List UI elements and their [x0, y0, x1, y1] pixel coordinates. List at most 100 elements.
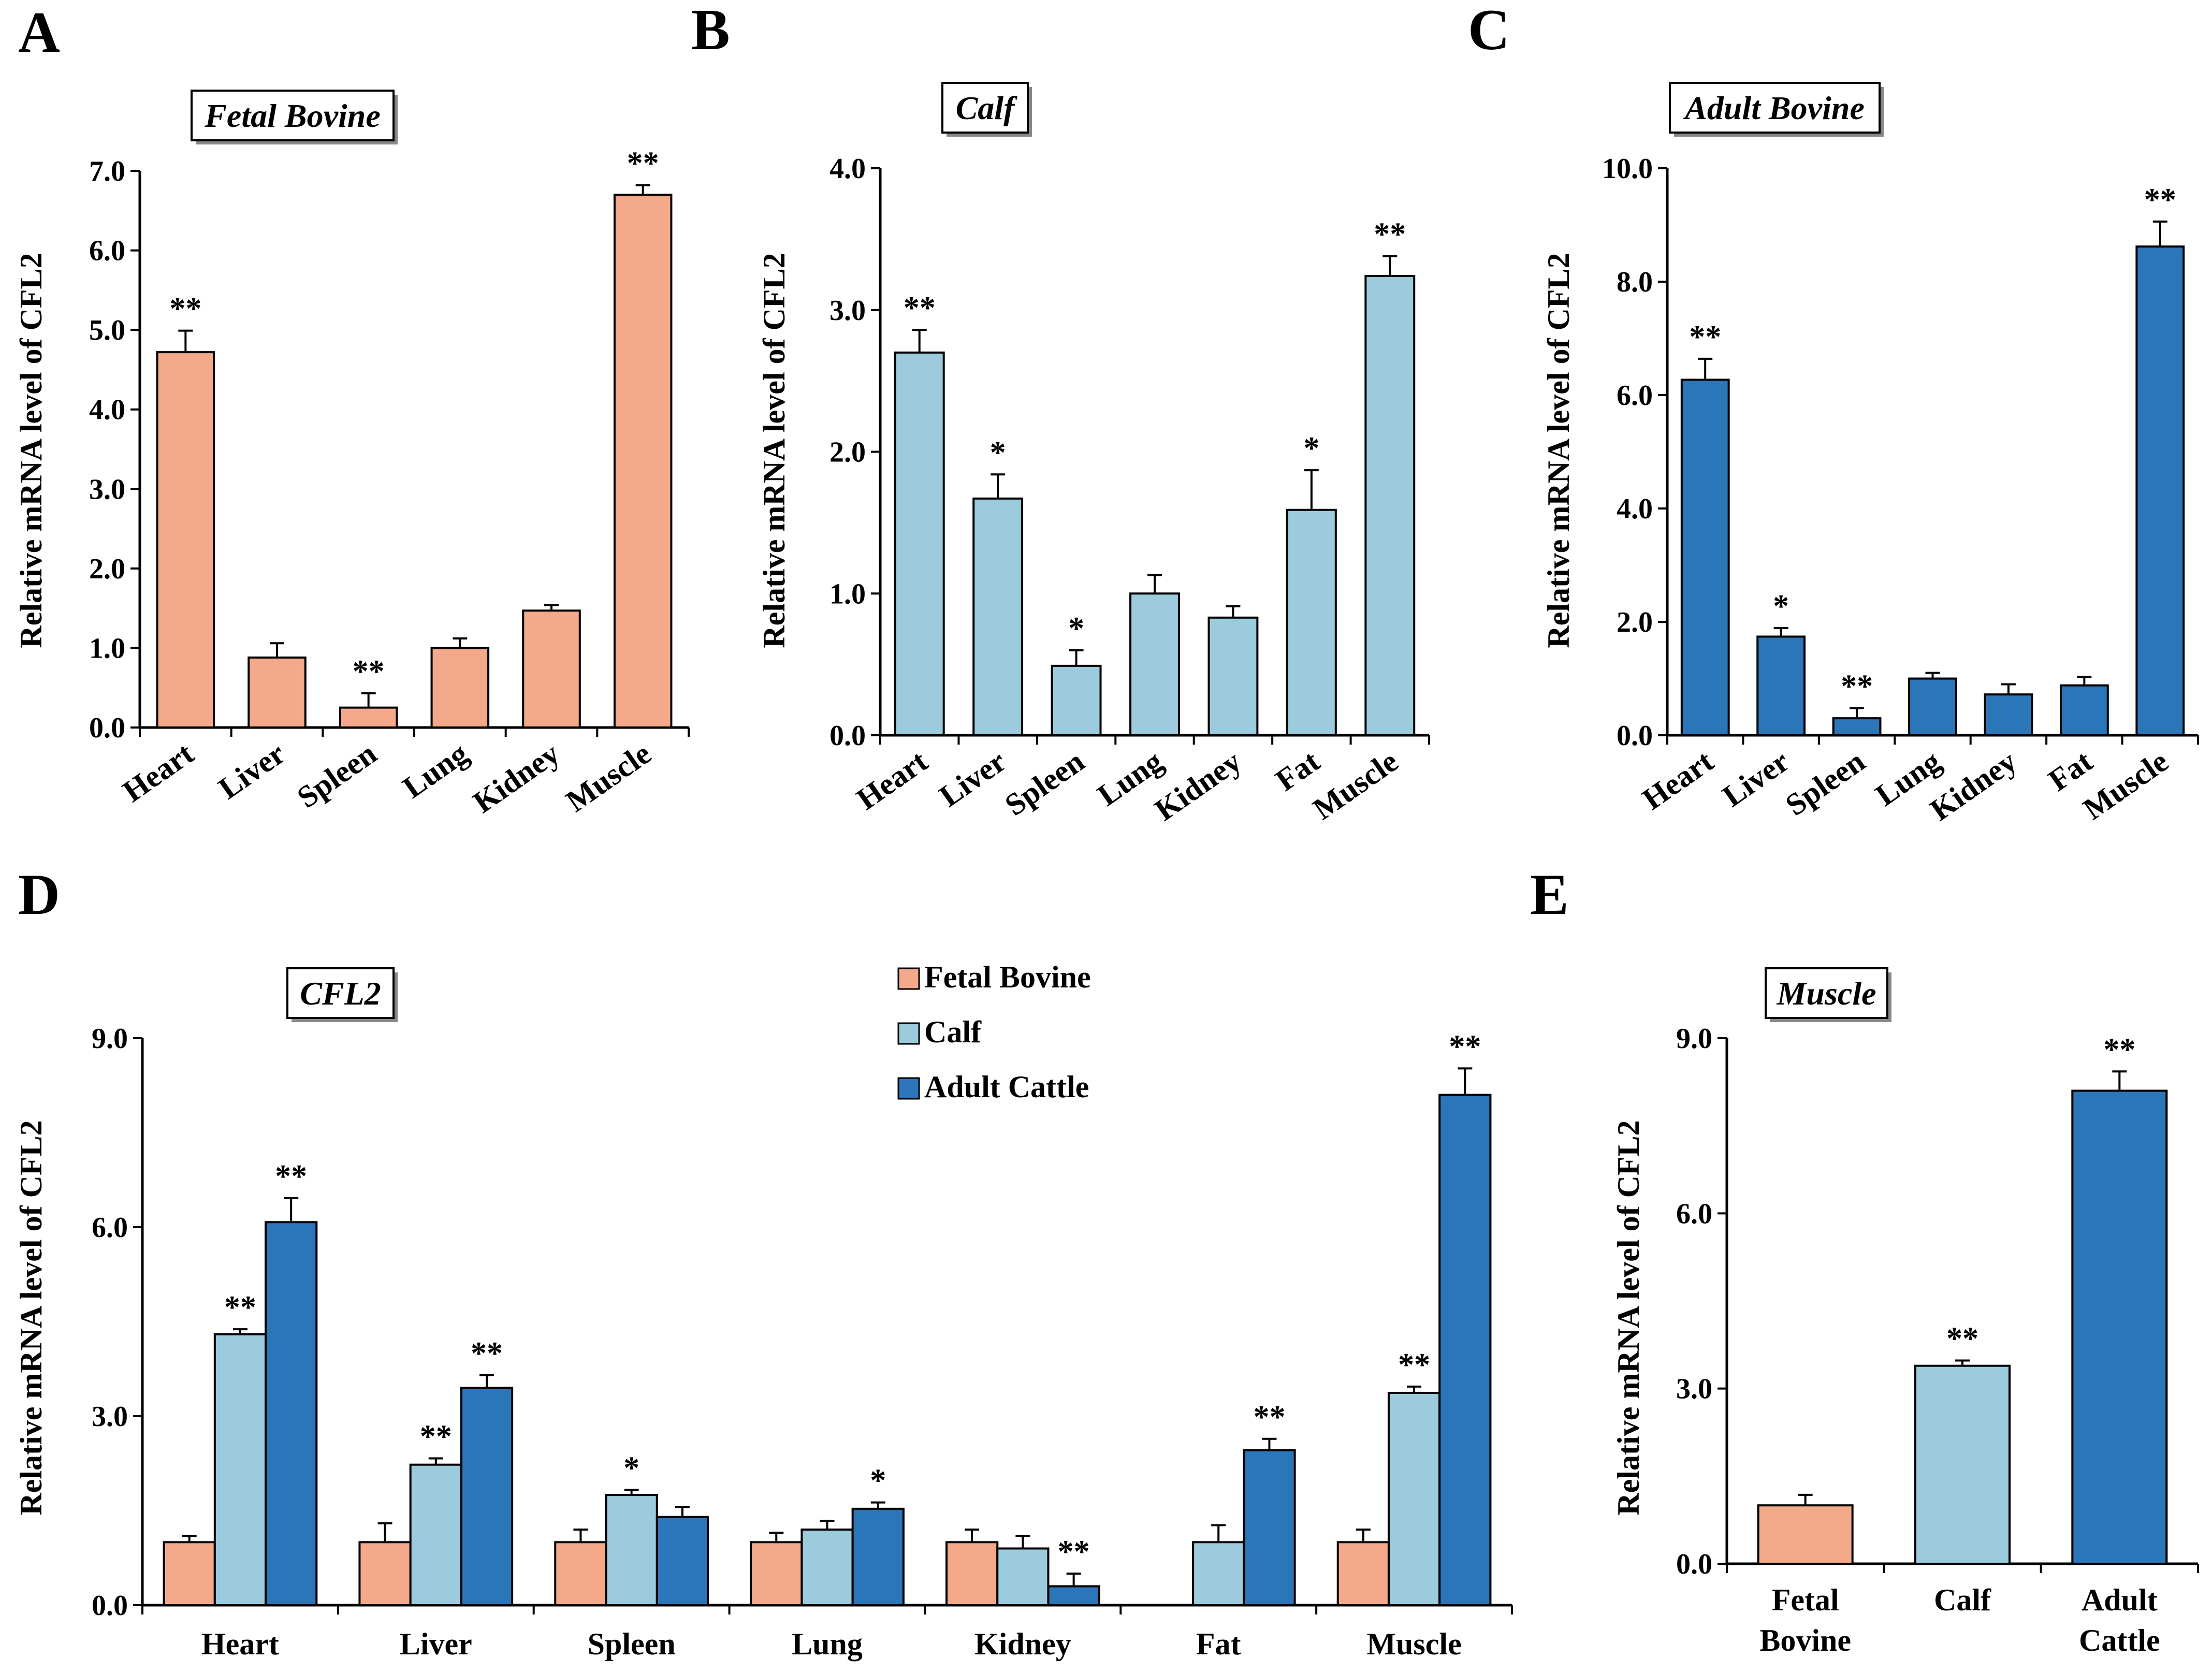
bar — [750, 1541, 803, 1606]
significance-label: * — [990, 435, 1006, 470]
x-tick-label: Muscle — [1307, 744, 1404, 826]
bar — [1243, 1449, 1296, 1606]
x-tick-label: Muscle — [2077, 744, 2174, 826]
bar — [1129, 592, 1180, 736]
significance-label: ** — [275, 1159, 307, 1194]
bar — [945, 1541, 999, 1606]
x-tick-label: Heart — [851, 744, 934, 817]
y-tick-label: 3.0 — [89, 473, 125, 505]
chart-title: Adult Bovine — [1683, 90, 1865, 126]
y-tick-label: 9.0 — [92, 1023, 128, 1055]
x-tick-label: Calf — [1934, 1583, 1991, 1617]
y-tick-label: 4.0 — [89, 394, 125, 426]
y-tick-label: 3.0 — [830, 295, 866, 327]
bar — [358, 1541, 412, 1606]
bar — [460, 1387, 514, 1606]
bar — [605, 1494, 658, 1606]
legend-swatch — [897, 1022, 920, 1045]
y-tick-label: 2.0 — [1617, 606, 1653, 638]
y-axis-label: Relative mRNA level of CFL2 — [757, 253, 791, 648]
bar — [1908, 677, 1957, 736]
x-tick-label: Lung — [397, 736, 474, 805]
x-tick-label: Fat — [1269, 744, 1326, 798]
panel-c: C Adult Bovine Relative mRNA level of CFL2… — [1468, 0, 2199, 827]
significance-label: ** — [169, 292, 201, 327]
bar — [656, 1516, 709, 1607]
legend-swatch — [897, 967, 920, 990]
x-tick-label: Kidney — [974, 1627, 1071, 1661]
x-tick-label: Liver — [1716, 744, 1795, 813]
panel-letter: C — [1468, 0, 1510, 62]
x-tick-label: Fetal — [1772, 1583, 1839, 1617]
bar — [339, 706, 398, 729]
x-tick-label: Spleen — [291, 736, 383, 815]
x-tick-label: Lung — [792, 1627, 863, 1661]
chart-title: Fetal Bovine — [204, 97, 381, 134]
x-tick-label: Muscle — [1366, 1627, 1461, 1661]
significance-label: ** — [1374, 217, 1406, 252]
y-axis-label: Relative mRNA level of CFL2 — [1541, 253, 1576, 648]
x-tick-label: Spleen — [1779, 744, 1871, 823]
y-tick-label: 6.0 — [92, 1212, 128, 1244]
x-tick-label: Cattle — [2079, 1623, 2160, 1657]
chart-title: CFL2 — [300, 975, 381, 1012]
x-tick-label: Muscle — [560, 736, 657, 819]
bar — [972, 497, 1024, 737]
bar — [2059, 684, 2109, 737]
significance-label: * — [623, 1450, 639, 1486]
y-axis-label: Relative mRNA level of CFL2 — [14, 1120, 48, 1515]
title-box — [941, 82, 1029, 134]
significance-label: ** — [1689, 319, 1721, 355]
significance-label: * — [1303, 431, 1319, 466]
x-tick-label: Heart — [201, 1627, 279, 1661]
bar — [1756, 635, 1806, 736]
x-tick-label: Kidney — [467, 736, 566, 820]
bar — [1364, 275, 1416, 736]
legend-swatch — [897, 1077, 920, 1100]
bar — [522, 609, 581, 729]
bar — [1832, 717, 1882, 737]
significance-label: * — [870, 1463, 886, 1499]
bar — [894, 351, 945, 736]
legend-label: Calf — [924, 1015, 982, 1049]
bar — [851, 1507, 905, 1607]
bar — [213, 1333, 267, 1606]
significance-label: ** — [420, 1419, 452, 1454]
significance-label: ** — [471, 1336, 503, 1371]
x-tick-label: Adult — [2082, 1583, 2158, 1617]
bar — [1192, 1541, 1245, 1606]
y-tick-label: 0.0 — [1617, 720, 1653, 752]
y-axis-label: Relative mRNA level of CFL2 — [1611, 1120, 1646, 1515]
bar — [1914, 1364, 2011, 1565]
x-tick-label: Heart — [1636, 744, 1720, 817]
panel-letter: E — [1530, 863, 1569, 927]
panel-letter: A — [18, 1, 60, 65]
significance-label: ** — [2103, 1032, 2135, 1067]
bar — [1387, 1391, 1441, 1607]
chart-title: Calf — [956, 90, 1017, 126]
title-box — [1765, 967, 1888, 1019]
title-box — [1669, 82, 1881, 134]
y-tick-label: 6.0 — [89, 235, 125, 267]
y-tick-label: 2.0 — [89, 553, 125, 585]
bar — [1438, 1094, 1492, 1606]
significance-label: ** — [1398, 1347, 1430, 1383]
bar — [996, 1547, 1050, 1606]
significance-label: ** — [2144, 182, 2176, 217]
y-tick-label: 0.0 — [1676, 1548, 1712, 1580]
bar — [1680, 379, 1730, 736]
title-box — [286, 967, 395, 1019]
panel-a: A Fetal Bovine Relative mRNA level of CFL2… — [14, 1, 690, 820]
y-tick-label: 7.0 — [89, 155, 125, 187]
x-tick-label: Liver — [400, 1627, 472, 1661]
bar — [156, 351, 215, 729]
y-tick-label: 4.0 — [830, 153, 866, 185]
x-tick-label: Bovine — [1759, 1623, 1851, 1657]
y-tick-label: 1.0 — [89, 632, 125, 664]
bar — [1757, 1504, 1854, 1565]
bar — [2135, 245, 2185, 736]
y-tick-label: 2.0 — [830, 437, 866, 469]
bar — [163, 1541, 216, 1606]
significance-label: ** — [1058, 1534, 1090, 1569]
